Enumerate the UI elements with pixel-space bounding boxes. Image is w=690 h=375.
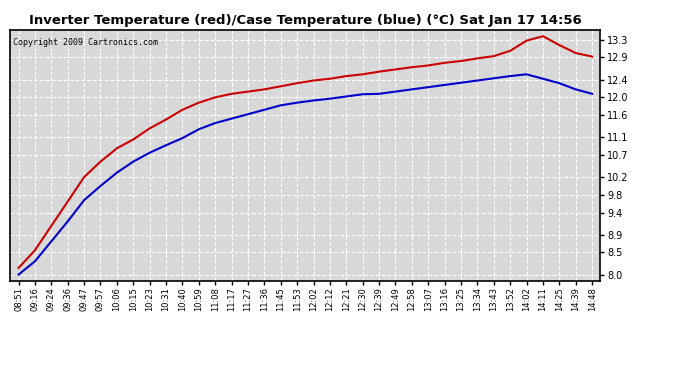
Text: Copyright 2009 Cartronics.com: Copyright 2009 Cartronics.com [13, 38, 158, 46]
Title: Inverter Temperature (red)/Case Temperature (blue) (°C) Sat Jan 17 14:56: Inverter Temperature (red)/Case Temperat… [29, 15, 582, 27]
